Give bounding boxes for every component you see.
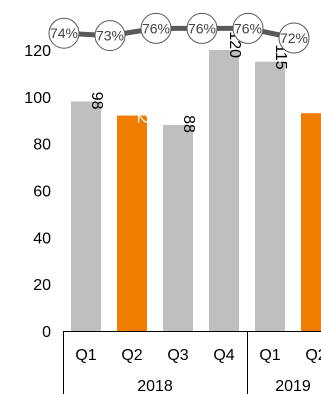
bar: [71, 101, 101, 332]
y-tick-label: 20: [33, 277, 51, 294]
bar-value-label: 115: [272, 44, 289, 70]
x-category-label: Q1: [75, 347, 96, 364]
bar-value-label: 93: [318, 103, 321, 121]
percentage-line-series: 74% 73% 76% 76% 76% 72%: [48, 12, 310, 54]
y-tick-label: 120: [24, 43, 51, 60]
y-tick-label: 0: [42, 324, 51, 341]
bar: [117, 115, 147, 331]
x-category-label: Q2: [305, 347, 321, 364]
x-category-label: Q1: [259, 347, 280, 364]
percentage-label: 76%: [234, 20, 262, 36]
percentage-marker: [232, 12, 264, 44]
bar-value-label: 98: [88, 92, 105, 110]
x-category-label: Q4: [213, 347, 234, 364]
x-group-label: 2019: [275, 378, 311, 394]
percentage-label: 76%: [142, 20, 170, 36]
percentage-marker: [140, 12, 172, 44]
bar: [301, 113, 321, 331]
x-category-label: Q2: [121, 347, 142, 364]
percentage-marker: [94, 20, 126, 52]
bar: [255, 61, 285, 331]
bar: [209, 50, 239, 331]
bar: [163, 124, 193, 331]
percentage-label: 72%: [280, 30, 308, 46]
x-category-label: Q3: [167, 347, 188, 364]
x-axis: Q1 Q2 Q3 Q4 Q1 Q2 2018 2019: [63, 331, 321, 394]
y-axis: 0 20 40 60 80 100 120: [24, 43, 51, 341]
percentage-label: 76%: [188, 20, 216, 36]
percentage-label: 74%: [50, 25, 78, 41]
y-tick-label: 40: [33, 230, 51, 247]
percentage-marker: [278, 22, 310, 54]
y-tick-label: 100: [24, 90, 51, 107]
y-tick-label: 60: [33, 184, 51, 201]
percentage-marker: [186, 12, 218, 44]
x-group-label: 2018: [137, 378, 173, 394]
percentage-label: 73%: [96, 28, 124, 44]
y-tick-label: 80: [33, 137, 51, 154]
bar-value-label: 88: [180, 115, 197, 133]
percentage-marker: [48, 17, 80, 49]
bar-value-label: 92: [134, 106, 151, 124]
